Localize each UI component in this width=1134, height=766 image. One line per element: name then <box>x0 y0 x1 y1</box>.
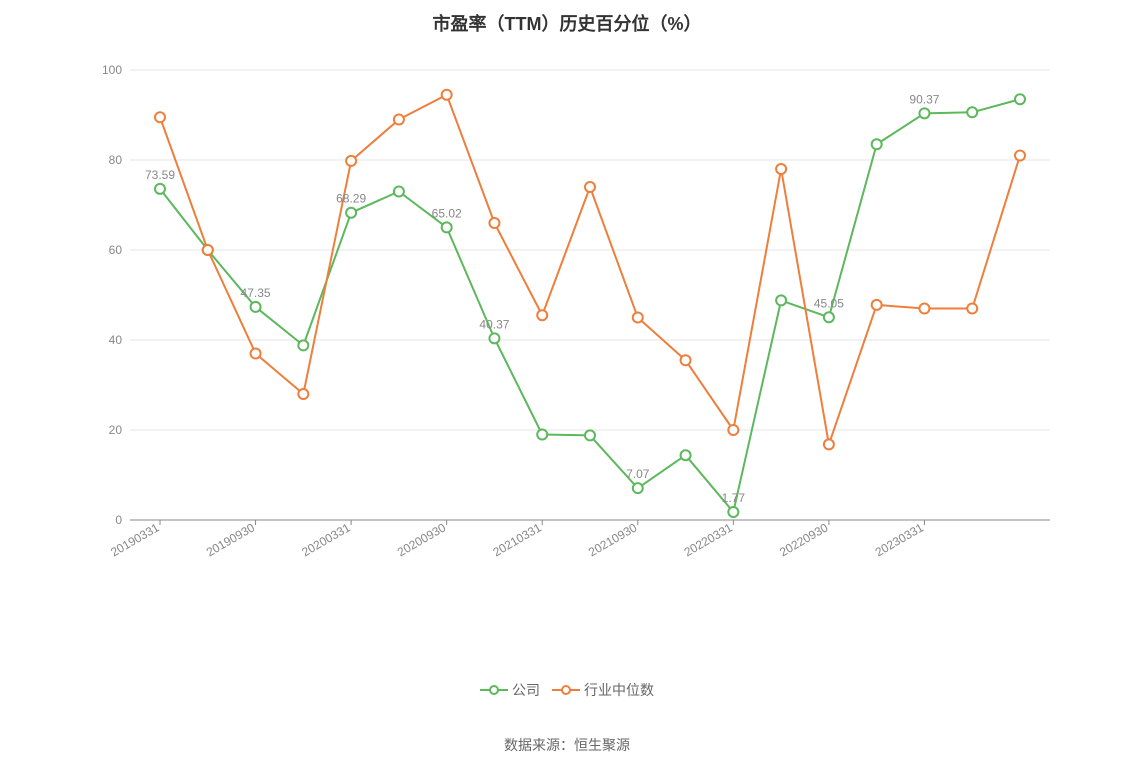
series-marker <box>1015 151 1025 161</box>
series-marker <box>394 115 404 125</box>
series-marker <box>537 430 547 440</box>
data-label: 73.59 <box>145 168 175 182</box>
series-marker <box>681 355 691 365</box>
data-label: 90.37 <box>909 92 939 106</box>
data-label: 40.37 <box>479 317 509 331</box>
series-marker <box>776 164 786 174</box>
data-label: 1.77 <box>722 491 746 505</box>
series-marker <box>824 439 834 449</box>
series-marker <box>346 208 356 218</box>
y-tick-label: 20 <box>109 423 123 437</box>
series-marker <box>489 333 499 343</box>
plot-area: 0204060801002019033120190930202003312020… <box>130 70 1050 520</box>
x-tick-label: 20200331 <box>299 520 353 559</box>
series-marker <box>155 184 165 194</box>
legend-swatch <box>480 683 508 697</box>
legend: 公司 行业中位数 <box>0 680 1134 700</box>
chart-svg: 0204060801002019033120190930202003312020… <box>90 50 1050 650</box>
x-tick-label: 20220930 <box>777 520 831 559</box>
series-marker <box>728 507 738 517</box>
legend-label: 公司 <box>512 680 540 700</box>
series-marker <box>872 139 882 149</box>
y-tick-label: 80 <box>109 153 123 167</box>
legend-swatch <box>552 683 580 697</box>
series-marker <box>872 300 882 310</box>
series-marker <box>967 107 977 117</box>
series-marker <box>442 222 452 232</box>
series-marker <box>537 310 547 320</box>
y-tick-label: 0 <box>115 513 122 527</box>
series-marker <box>728 425 738 435</box>
series-marker <box>442 90 452 100</box>
series-marker <box>251 302 261 312</box>
series-marker <box>489 218 499 228</box>
data-label: 45.05 <box>814 296 844 310</box>
series-marker <box>394 187 404 197</box>
chart-source: 数据来源：恒生聚源 <box>0 735 1134 755</box>
series-marker <box>298 340 308 350</box>
series-marker <box>251 349 261 359</box>
series-marker <box>155 112 165 122</box>
series-marker <box>681 450 691 460</box>
data-label: 7.07 <box>626 467 650 481</box>
x-tick-label: 20220331 <box>682 520 736 559</box>
series-marker <box>967 304 977 314</box>
series-marker <box>633 483 643 493</box>
series-marker <box>298 389 308 399</box>
y-tick-label: 100 <box>102 63 122 77</box>
series-marker <box>824 312 834 322</box>
series-marker <box>919 108 929 118</box>
series-marker <box>585 430 595 440</box>
legend-item: 公司 <box>480 680 540 700</box>
x-tick-label: 20210331 <box>490 520 544 559</box>
x-tick-label: 20200930 <box>395 520 449 559</box>
series-marker <box>203 245 213 255</box>
data-label: 65.02 <box>432 206 462 220</box>
y-tick-label: 40 <box>109 333 123 347</box>
series-marker <box>919 304 929 314</box>
series-marker <box>585 182 595 192</box>
legend-item: 行业中位数 <box>552 680 654 700</box>
series-marker <box>1015 94 1025 104</box>
legend-label: 行业中位数 <box>584 680 654 700</box>
x-tick-label: 20230331 <box>873 520 927 559</box>
pe-percentile-chart: 市盈率（TTM）历史百分位（%） 02040608010020190331201… <box>0 0 1134 766</box>
series-marker <box>776 295 786 305</box>
series-line <box>160 95 1020 445</box>
data-label: 68.29 <box>336 192 366 206</box>
x-tick-label: 20190930 <box>204 520 258 559</box>
x-tick-label: 20210930 <box>586 520 640 559</box>
series-marker <box>346 156 356 166</box>
data-label: 47.35 <box>241 286 271 300</box>
series-marker <box>633 313 643 323</box>
y-tick-label: 60 <box>109 243 123 257</box>
chart-title: 市盈率（TTM）历史百分位（%） <box>0 10 1134 36</box>
